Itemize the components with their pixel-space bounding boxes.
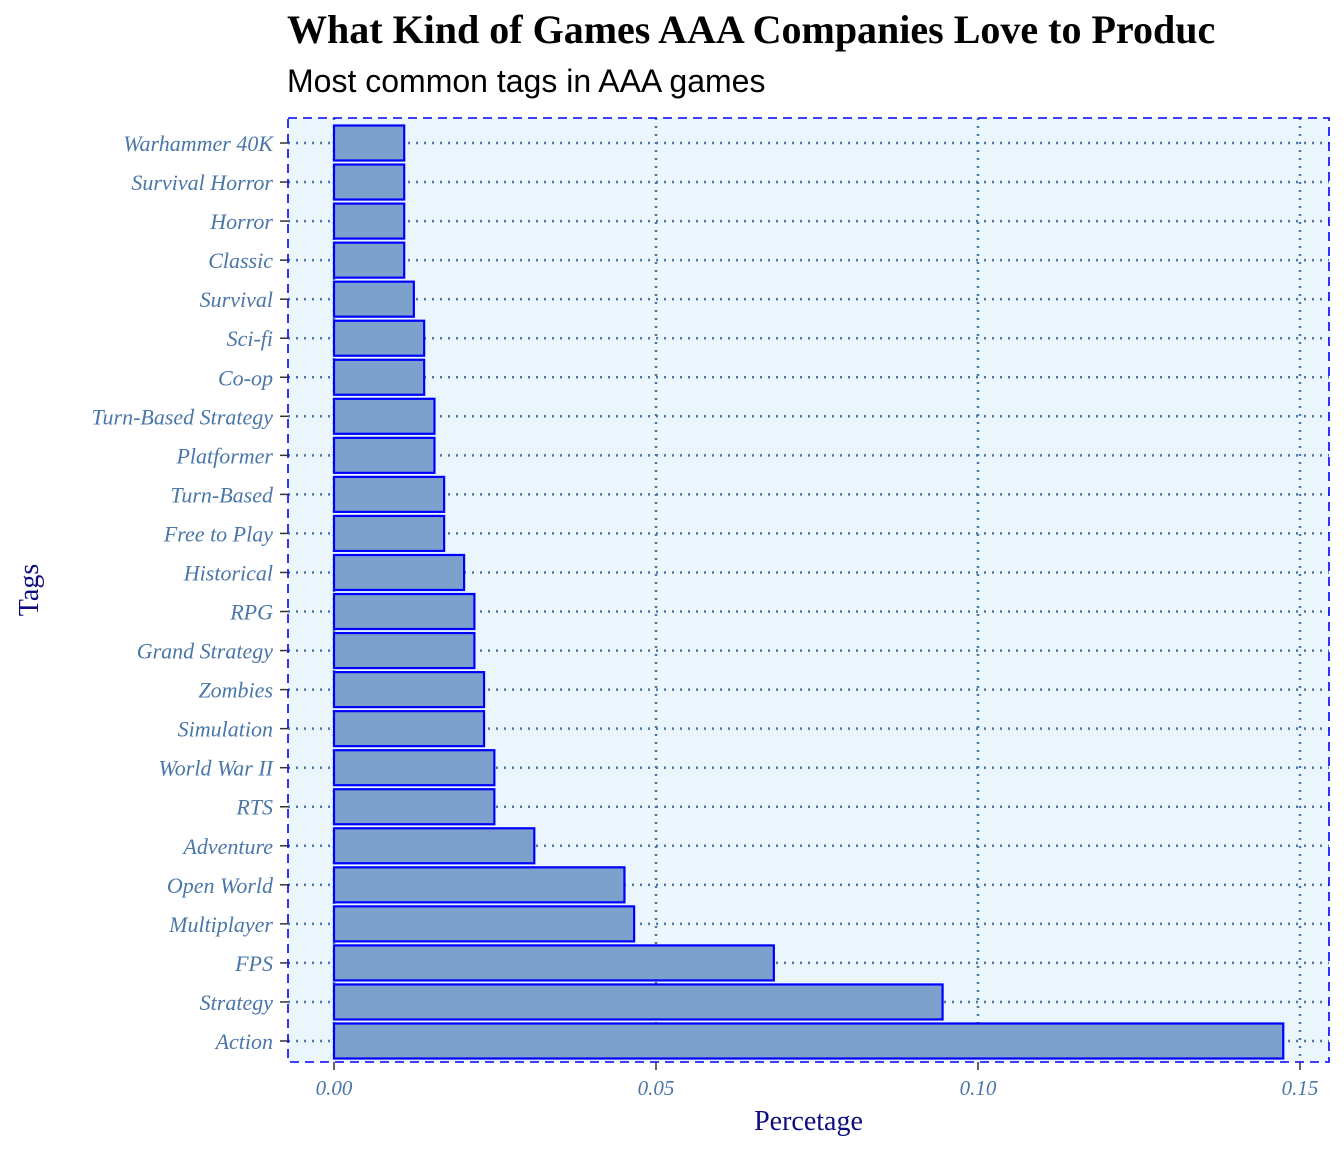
bar-action (332, 1022, 1285, 1060)
y-tick-label: Strategy (200, 990, 274, 1015)
bar-classic (332, 241, 406, 279)
bar-rpg (332, 592, 476, 631)
y-tick-label: Survival Horror (131, 170, 273, 195)
grid-lines (288, 118, 1329, 1062)
x-tick-label: 0.00 (316, 1076, 353, 1100)
y-tick-label: World War II (158, 756, 274, 781)
bar-grand-strategy (332, 631, 476, 670)
y-axis: Action Strategy FPS Multiplayer Open World Ad… (92, 131, 288, 1054)
bar-fps (332, 944, 775, 982)
y-axis-title: Tags (14, 564, 45, 616)
bar-multiplayer (332, 905, 636, 943)
bar-turn-based (332, 475, 446, 513)
chart-title: What Kind of Games AAA Companies Love to… (287, 7, 1216, 52)
bar-historical (332, 553, 466, 592)
y-tick-label: Multiplayer (168, 912, 273, 937)
bar-co-op (332, 358, 426, 396)
bar-horror (332, 202, 406, 240)
y-tick-label: FPS (234, 951, 273, 976)
y-tick-label: Zombies (198, 678, 273, 703)
x-tick-label: 0.05 (638, 1076, 675, 1100)
y-tick-label: RPG (229, 600, 273, 625)
bar-world-war-ii (332, 749, 496, 787)
y-tick-label: Horror (209, 209, 273, 234)
bar-free-to-play (332, 514, 446, 553)
bar-sci-fi (332, 319, 426, 357)
bar-rts (332, 788, 496, 826)
bar-survival (332, 280, 415, 318)
x-tick-label: 0.15 (1282, 1076, 1319, 1100)
bar-strategy (332, 983, 944, 1021)
x-tick-label: 0.10 (960, 1076, 997, 1100)
y-tick-label: Platformer (175, 443, 273, 468)
y-tick-label: Simulation (178, 717, 273, 742)
y-tick-label: Action (214, 1029, 273, 1054)
bar-platformer (332, 436, 436, 474)
y-tick-label: Grand Strategy (137, 639, 274, 664)
y-tick-label: Free to Play (163, 521, 273, 546)
bars (332, 124, 1285, 1060)
bar-simulation (332, 710, 486, 748)
x-axis: 0.00 0.05 0.10 0.15 (316, 1062, 1319, 1100)
y-tick-label: Co-op (218, 365, 273, 390)
bar-turn-based-strategy (332, 397, 436, 435)
y-tick-label: Open World (167, 873, 274, 898)
bar-adventure (332, 827, 536, 865)
bar-zombies (332, 671, 486, 709)
y-tick-label: RTS (235, 795, 273, 820)
y-tick-label: Classic (208, 248, 273, 273)
y-tick-label: Adventure (181, 834, 273, 859)
x-axis-title: Percetage (754, 1106, 863, 1137)
y-tick-label: Turn-Based Strategy (92, 404, 274, 429)
chart-subtitle: Most common tags in AAA games (287, 63, 766, 99)
y-tick-label: Survival (200, 287, 273, 312)
bar-warhammer-40k (332, 124, 406, 162)
y-tick-label: Turn-Based (170, 482, 274, 507)
y-tick-label: Sci-fi (227, 326, 273, 351)
y-tick-label: Historical (183, 560, 273, 585)
bar-open-world (332, 866, 626, 904)
y-tick-label: Warhammer 40K (123, 131, 274, 156)
bar-survival-horror (332, 163, 406, 201)
plot-border (287, 117, 1330, 1063)
